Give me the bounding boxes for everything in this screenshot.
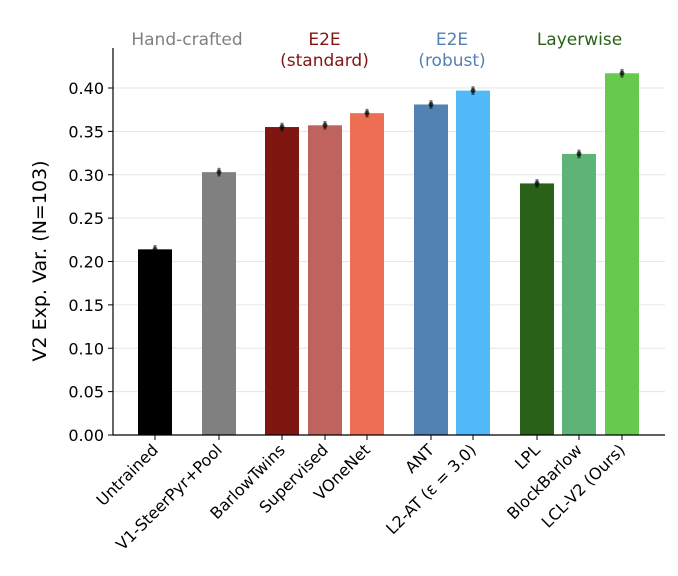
bar xyxy=(350,113,384,435)
bar xyxy=(414,104,448,436)
mean-marker xyxy=(428,101,434,107)
group-label: E2E xyxy=(308,30,340,50)
y-axis-label: V2 Exp. Var. (N=103) xyxy=(29,160,51,361)
y-tick-label: 0.25 xyxy=(68,209,104,228)
group-label: E2E xyxy=(436,30,468,50)
bar xyxy=(202,172,236,435)
mean-marker xyxy=(534,180,540,186)
y-tick-label: 0.10 xyxy=(68,339,104,358)
bar xyxy=(308,125,342,436)
bar xyxy=(456,90,490,435)
mean-marker xyxy=(364,110,370,116)
bar xyxy=(520,183,554,435)
group-label: Layerwise xyxy=(537,30,622,50)
y-tick-label: 0.05 xyxy=(68,383,104,402)
bar xyxy=(562,153,596,435)
mean-marker xyxy=(322,122,328,128)
y-tick-label: 0.30 xyxy=(68,166,104,185)
y-tick-label: 0.00 xyxy=(68,426,104,445)
x-tick-label: LPL xyxy=(511,440,544,473)
bar xyxy=(138,249,172,435)
mean-marker xyxy=(619,70,625,76)
y-tick-label: 0.20 xyxy=(68,253,104,272)
y-tick-label: 0.35 xyxy=(68,122,104,141)
bar xyxy=(265,127,299,435)
x-tick-label: V1-SteerPyr+Pool xyxy=(112,440,226,554)
mean-marker xyxy=(576,151,582,157)
mean-marker xyxy=(152,246,158,252)
group-sublabel: (robust) xyxy=(418,51,485,71)
y-tick-label: 0.40 xyxy=(68,79,104,98)
mean-marker xyxy=(470,88,476,94)
group-label: Hand-crafted xyxy=(131,30,242,50)
x-tick-label: Untrained xyxy=(92,440,161,509)
x-tick-label: ANT xyxy=(401,440,438,477)
bar xyxy=(605,73,639,435)
group-sublabel: (standard) xyxy=(280,51,369,71)
mean-marker xyxy=(279,124,285,130)
y-tick-label: 0.15 xyxy=(68,296,104,315)
mean-marker xyxy=(216,169,222,175)
